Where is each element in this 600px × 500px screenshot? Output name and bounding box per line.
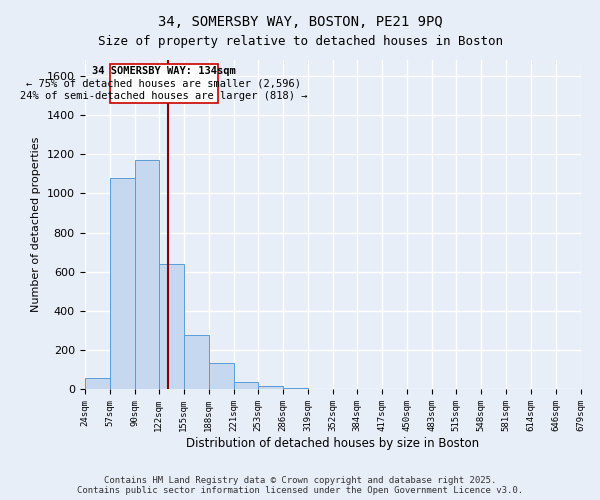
Bar [159,264,184,390]
X-axis label: Distribution of detached houses by size in Boston: Distribution of detached houses by size … [186,437,479,450]
Bar [184,334,209,390]
Text: 34 SOMERSBY WAY: 134sqm: 34 SOMERSBY WAY: 134sqm [92,66,236,76]
Text: Size of property relative to detached houses in Boston: Size of property relative to detached ho… [97,35,503,48]
Bar [85,378,110,390]
Bar [134,160,159,390]
Bar [110,178,134,390]
Text: Contains HM Land Registry data © Crown copyright and database right 2025.
Contai: Contains HM Land Registry data © Crown c… [77,476,523,495]
Text: ← 75% of detached houses are smaller (2,596): ← 75% of detached houses are smaller (2,… [26,78,301,88]
Bar [234,382,258,390]
Y-axis label: Number of detached properties: Number of detached properties [31,137,41,312]
Bar [258,386,283,390]
Bar [209,363,234,390]
Text: 24% of semi-detached houses are larger (818) →: 24% of semi-detached houses are larger (… [20,91,307,101]
Text: 34, SOMERSBY WAY, BOSTON, PE21 9PQ: 34, SOMERSBY WAY, BOSTON, PE21 9PQ [158,15,442,29]
Bar [283,388,308,390]
FancyBboxPatch shape [110,64,218,103]
